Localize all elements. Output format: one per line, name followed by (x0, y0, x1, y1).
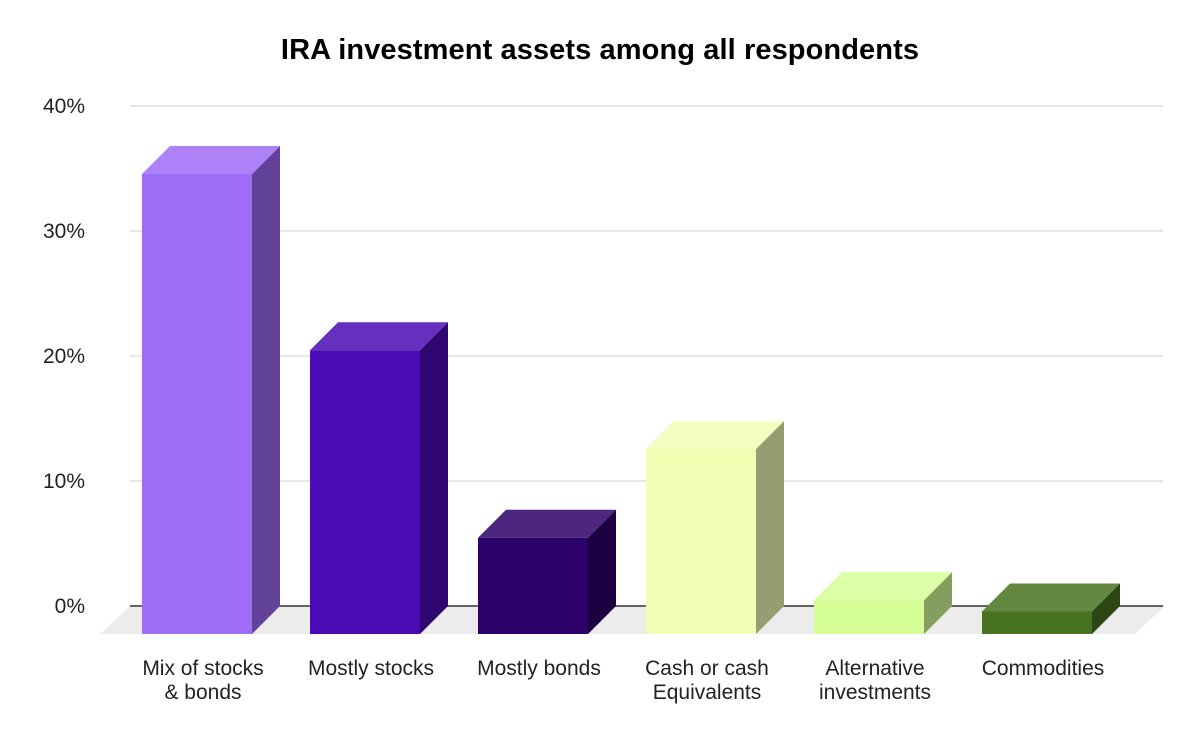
x-tick-label: Cash or cash Equivalents (645, 657, 769, 704)
x-tick-label-line: Alternative (825, 657, 924, 680)
x-tick-label: Mix of stocks & bonds (142, 657, 263, 704)
bar (310, 322, 448, 634)
bar-top (814, 572, 952, 601)
bar-top (310, 322, 448, 351)
bars (142, 146, 1120, 634)
bar-top (646, 421, 784, 449)
bar (142, 146, 280, 634)
bar-front (310, 350, 420, 634)
y-tick-label: 0% (55, 595, 85, 618)
bar-side (420, 322, 448, 634)
x-tick-label: Commodities (982, 657, 1105, 680)
bar-side (756, 421, 784, 634)
bar-front (814, 600, 924, 634)
x-tick-label: Mostly stocks (308, 657, 434, 680)
x-axis-ticks: Mix of stocks & bonds Mostly stocks Mostly … (142, 657, 1104, 704)
bar-front (646, 449, 756, 634)
x-tick-label: Mostly bonds (477, 657, 601, 680)
bar-side (588, 509, 616, 634)
x-tick-label-line: Mostly bonds (477, 657, 601, 680)
y-tick-label: 40% (43, 95, 85, 118)
bar (814, 572, 952, 634)
bar-top (142, 146, 280, 174)
bar-top (478, 509, 616, 538)
bar (982, 583, 1120, 634)
bar-side (1092, 583, 1120, 634)
bar (646, 421, 784, 634)
bar-side (252, 146, 280, 634)
x-tick-label-line: & bonds (164, 681, 241, 704)
x-tick-label: Alternative investments (819, 657, 931, 704)
x-tick-label-line: Equivalents (653, 681, 762, 704)
x-tick-label-line: Mostly stocks (308, 657, 434, 680)
y-tick-label: 10% (43, 470, 85, 493)
chart-title: IRA investment assets among all responde… (280, 34, 920, 66)
y-tick-label: 20% (43, 345, 85, 368)
bar-front (142, 174, 252, 634)
y-tick-label: 30% (43, 220, 85, 243)
y-axis-ticks: 0% 10% 20% 30% 40% (43, 95, 85, 618)
bar-top (982, 583, 1120, 612)
x-tick-label-line: Mix of stocks (142, 657, 263, 680)
bar (478, 509, 616, 634)
x-tick-label-line: investments (819, 681, 931, 704)
x-tick-label-line: Cash or cash (645, 657, 769, 680)
x-tick-label-line: Commodities (982, 657, 1105, 680)
bar-front (478, 537, 588, 634)
bar-side (924, 572, 952, 634)
bar-front (982, 611, 1092, 634)
